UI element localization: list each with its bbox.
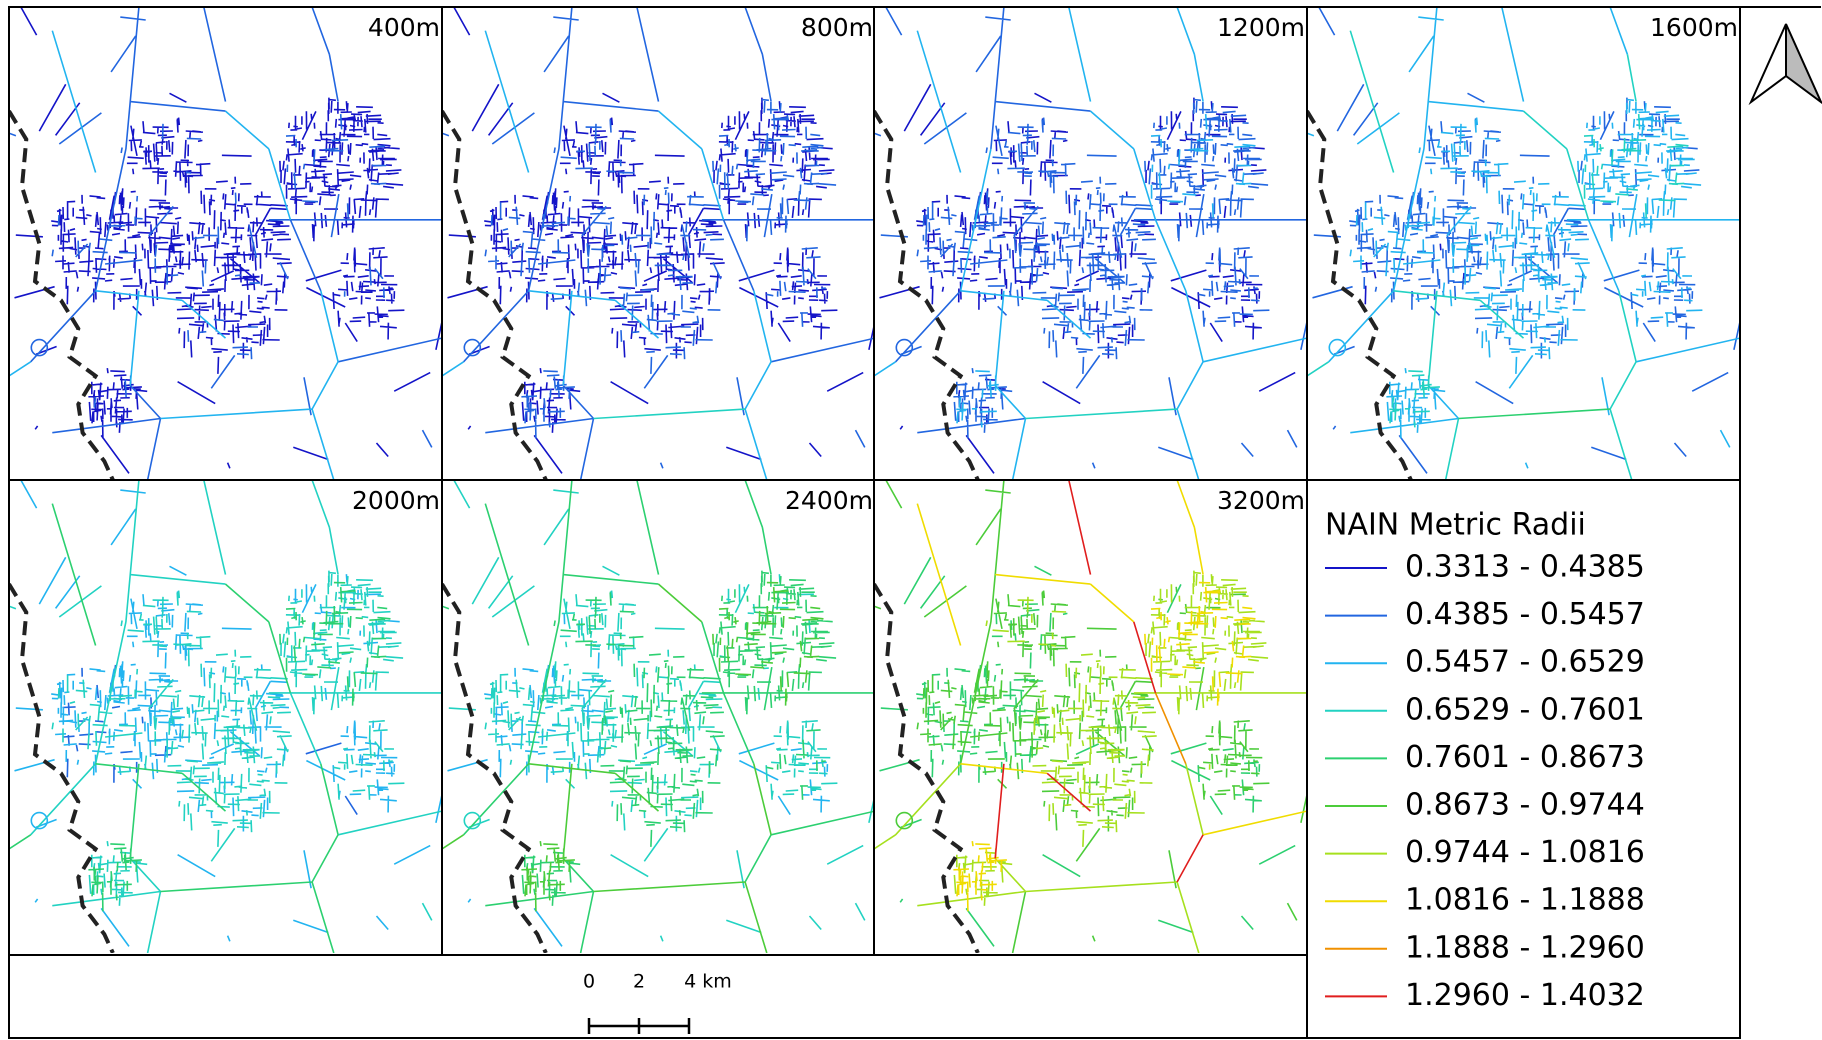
road-network bbox=[1154, 692, 1187, 765]
roundabout bbox=[30, 811, 49, 830]
road-network bbox=[442, 581, 824, 953]
panel-label: 2000m bbox=[352, 486, 440, 515]
scale-label: 0 bbox=[583, 971, 595, 993]
map-panel bbox=[9, 7, 442, 480]
panels: 400m 800m 1200m 1600m 2000m 2400m 3200m bbox=[9, 7, 1740, 953]
map-panel bbox=[442, 480, 875, 953]
legend-label: 0.6529 - 0.7601 bbox=[1405, 692, 1645, 727]
legend-title: NAIN Metric Radii bbox=[1325, 508, 1586, 543]
road-network bbox=[916, 480, 1307, 912]
legend: 0.3313 - 0.4385 0.4385 - 0.5457 0.5457 - 0… bbox=[1325, 550, 1645, 1013]
boundary bbox=[9, 583, 115, 953]
panel-label: 800m bbox=[801, 13, 873, 42]
panel-label: 1600m bbox=[1650, 13, 1738, 42]
road-network bbox=[1307, 30, 1689, 480]
road-network bbox=[874, 7, 1307, 480]
scale-label: 4 km bbox=[684, 971, 732, 993]
road-network bbox=[9, 503, 391, 953]
road-network bbox=[1307, 7, 1740, 469]
panel-label: 3200m bbox=[1217, 486, 1305, 515]
legend-label: 1.1888 - 1.2960 bbox=[1405, 930, 1645, 965]
roundabout bbox=[463, 811, 482, 830]
panel-label: 2400m bbox=[785, 486, 873, 515]
road-network bbox=[874, 480, 1307, 953]
legend-label: 0.3313 - 0.4385 bbox=[1405, 550, 1645, 585]
legend-label: 1.0816 - 1.1888 bbox=[1405, 883, 1645, 918]
boundary bbox=[442, 583, 548, 953]
road-network bbox=[593, 408, 746, 420]
road-network bbox=[9, 30, 339, 480]
panel-label: 1200m bbox=[1217, 13, 1305, 42]
legend-label: 0.4385 - 0.5457 bbox=[1405, 597, 1645, 632]
road-network bbox=[874, 570, 1307, 953]
road-network bbox=[9, 480, 442, 953]
map-panel bbox=[442, 7, 875, 480]
roundabout bbox=[895, 811, 914, 830]
boundary bbox=[874, 583, 980, 953]
legend-label: 0.5457 - 0.6529 bbox=[1405, 645, 1645, 680]
legend-label: 0.8673 - 0.9744 bbox=[1405, 788, 1645, 823]
road-network bbox=[874, 7, 1307, 469]
road-network bbox=[14, 7, 442, 474]
roundabout bbox=[463, 338, 482, 357]
boundary bbox=[9, 110, 115, 480]
map-panel bbox=[874, 7, 1307, 480]
scale-bar bbox=[587, 1018, 691, 1034]
road-network bbox=[442, 7, 875, 480]
legend-label: 0.9744 - 1.0816 bbox=[1405, 835, 1645, 870]
map-panel bbox=[9, 480, 442, 953]
roundabout bbox=[895, 338, 914, 357]
road-network bbox=[447, 7, 875, 474]
road-network bbox=[879, 556, 1296, 947]
legend-label: 0.7601 - 0.8673 bbox=[1405, 740, 1645, 775]
boundary bbox=[874, 110, 980, 480]
map-panel bbox=[1307, 7, 1740, 480]
scale-label: 2 bbox=[633, 971, 645, 993]
road-network bbox=[1458, 408, 1611, 420]
north-arrow bbox=[1748, 23, 1822, 106]
boundary bbox=[442, 110, 548, 480]
roundabout bbox=[30, 338, 49, 357]
road-network bbox=[14, 480, 442, 947]
road-network bbox=[448, 480, 875, 942]
frame bbox=[8, 6, 1821, 1039]
panel-label: 400m bbox=[368, 13, 440, 42]
road-network bbox=[9, 7, 442, 480]
road-network bbox=[994, 480, 1204, 883]
roundabout bbox=[1328, 338, 1347, 357]
legend-label: 1.2960 - 1.4032 bbox=[1405, 978, 1645, 1013]
map-panel bbox=[874, 480, 1307, 953]
road-network bbox=[1025, 408, 1178, 420]
road-network bbox=[442, 30, 772, 480]
boundary bbox=[1307, 110, 1413, 480]
